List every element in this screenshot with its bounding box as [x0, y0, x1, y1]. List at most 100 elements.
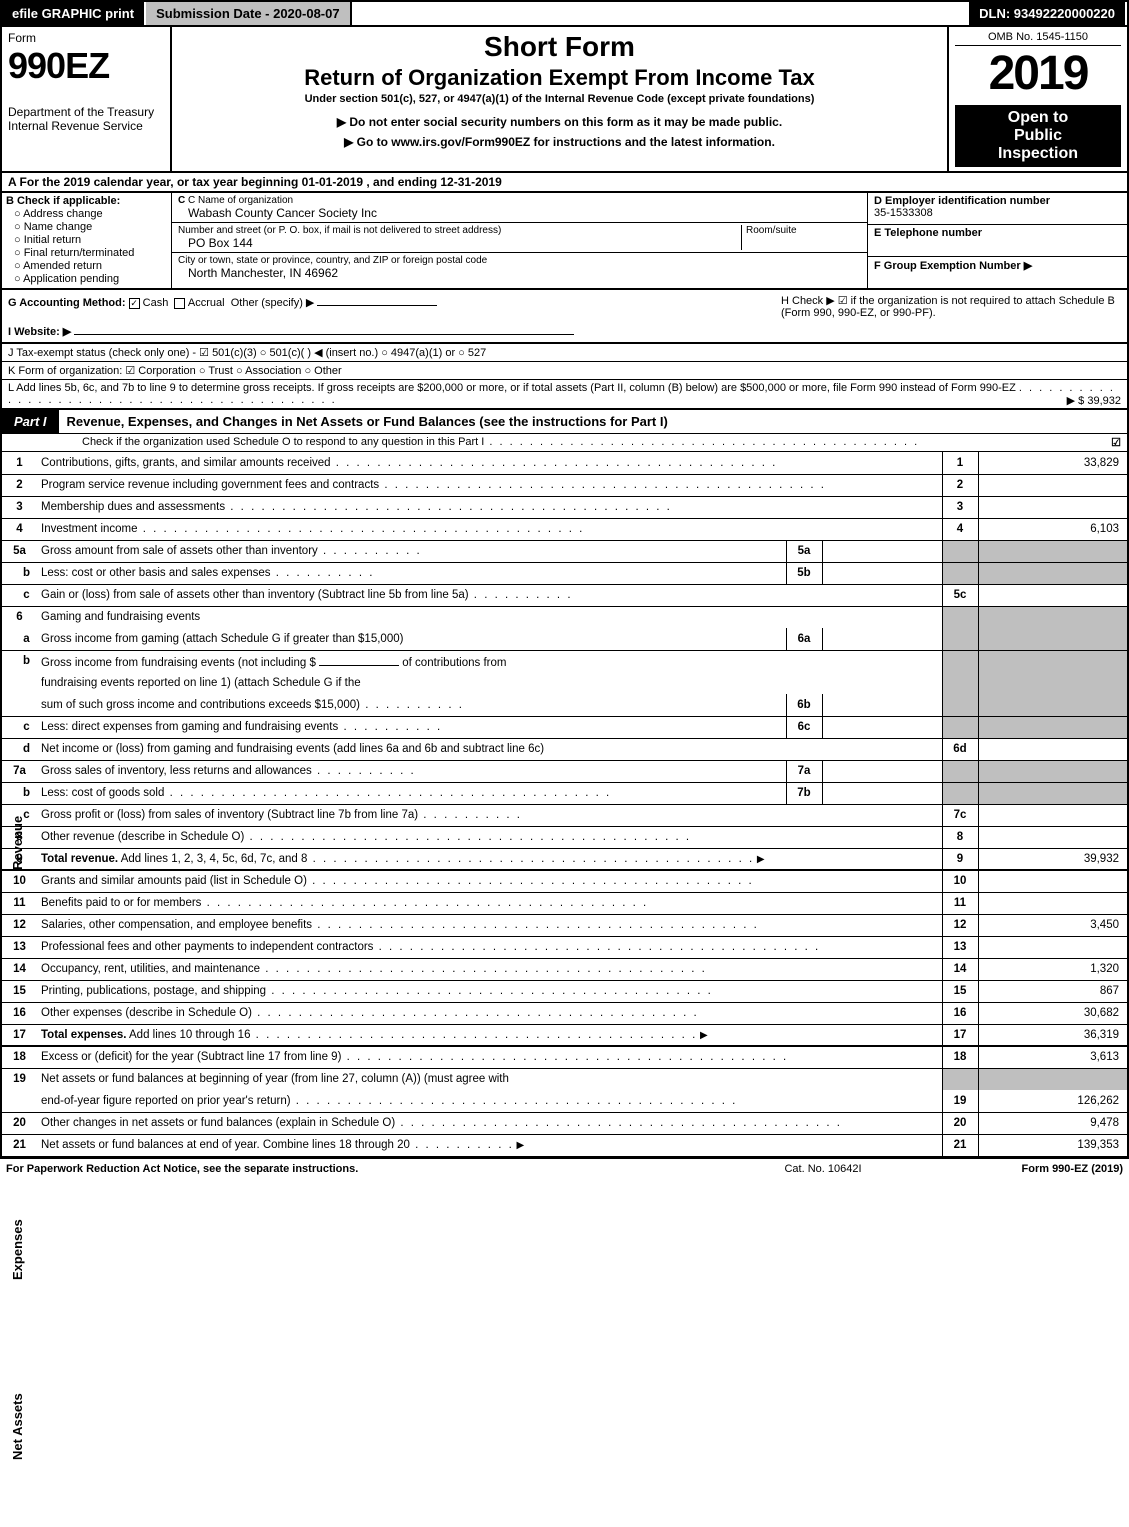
footer-catno: Cat. No. 10642I	[723, 1163, 923, 1175]
dept-treasury: Department of the Treasury	[8, 105, 164, 119]
ein-label: D Employer identification number	[874, 195, 1121, 207]
chk-accrual[interactable]	[174, 298, 185, 309]
website-label: I Website: ▶	[8, 326, 71, 338]
row-gh: G Accounting Method: ✓ Cash Accrual Othe…	[0, 290, 1129, 344]
room-suite-label: Room/suite	[741, 225, 861, 250]
chk-address-change[interactable]: Address change	[14, 208, 167, 220]
line-10: 10 Grants and similar amounts paid (list…	[1, 870, 1128, 892]
section-b: B Check if applicable: Address change Na…	[2, 193, 172, 288]
line-6b-2: fundraising events reported on line 1) (…	[1, 672, 1128, 694]
line-18-val: 3,613	[978, 1046, 1128, 1068]
line-17-val: 36,319	[978, 1024, 1128, 1046]
header-left: Form 990EZ Department of the Treasury In…	[2, 27, 172, 171]
line-20: 20 Other changes in net assets or fund b…	[1, 1112, 1128, 1134]
irs-label: Internal Revenue Service	[8, 119, 164, 133]
line-9-val: 39,932	[978, 848, 1128, 870]
line-19b: end-of-year figure reported on prior yea…	[1, 1090, 1128, 1112]
schedule-b-check: H Check ▶ ☑ if the organization is not r…	[781, 294, 1121, 338]
chk-application-pending[interactable]: Application pending	[14, 273, 167, 285]
goto-link[interactable]: ▶ Go to www.irs.gov/Form990EZ for instru…	[180, 135, 939, 149]
efile-print-button[interactable]: efile GRAPHIC print	[2, 2, 146, 25]
topbar: efile GRAPHIC print Submission Date - 20…	[0, 0, 1129, 25]
line-6d: d Net income or (loss) from gaming and f…	[1, 738, 1128, 760]
line-20-val: 9,478	[978, 1112, 1128, 1134]
short-form-title: Short Form	[180, 31, 939, 63]
line-11: 11 Benefits paid to or for members 11	[1, 892, 1128, 914]
submission-date-label: Submission Date - 2020-08-07	[146, 2, 352, 25]
part1-sub: Check if the organization used Schedule …	[0, 434, 1129, 452]
street-value: PO Box 144	[188, 236, 741, 250]
line-15: 15 Printing, publications, postage, and …	[1, 980, 1128, 1002]
part1-tab: Part I	[2, 410, 59, 433]
chk-cash[interactable]: ✓	[129, 298, 140, 309]
subtitle: Under section 501(c), 527, or 4947(a)(1)…	[180, 93, 939, 105]
line-5b: b Less: cost or other basis and sales ex…	[1, 562, 1128, 584]
line-6a: a Gross income from gaming (attach Sched…	[1, 628, 1128, 650]
line-16: 16 Other expenses (describe in Schedule …	[1, 1002, 1128, 1024]
telephone-label: E Telephone number	[874, 227, 1121, 239]
omb-number: OMB No. 1545-1150	[955, 31, 1121, 46]
part1-checkbox[interactable]: ☑	[1111, 436, 1121, 449]
line-13: 13 Professional fees and other payments …	[1, 936, 1128, 958]
identity-block: B Check if applicable: Address change Na…	[0, 193, 1129, 290]
part1-title: Revenue, Expenses, and Changes in Net As…	[59, 412, 1127, 431]
line-4: 4 Investment income 4 6,103	[1, 518, 1128, 540]
dln-label: DLN: 93492220000220	[969, 2, 1127, 25]
part1-header: Part I Revenue, Expenses, and Changes in…	[0, 410, 1129, 434]
line-5a: 5a Gross amount from sale of assets othe…	[1, 540, 1128, 562]
line-19-val: 126,262	[978, 1090, 1128, 1112]
row-k-org-form: K Form of organization: ☑ Corporation ○ …	[0, 362, 1129, 380]
line-5c: c Gain or (loss) from sale of assets oth…	[1, 584, 1128, 606]
line-21-val: 139,353	[978, 1134, 1128, 1156]
line-8: 8 Other revenue (describe in Schedule O)…	[1, 826, 1128, 848]
line-6b-3: sum of such gross income and contributio…	[1, 694, 1128, 716]
line-14: 14 Occupancy, rent, utilities, and maint…	[1, 958, 1128, 980]
chk-final-return[interactable]: Final return/terminated	[14, 247, 167, 259]
line-1: 1 Contributions, gifts, grants, and simi…	[1, 452, 1128, 474]
line-9: 9 Total revenue. Total revenue. Add line…	[1, 848, 1128, 870]
form-number: 990EZ	[8, 45, 164, 87]
header-center: Short Form Return of Organization Exempt…	[172, 27, 947, 171]
accounting-method: G Accounting Method: ✓ Cash Accrual Othe…	[8, 294, 781, 338]
org-name-value: Wabash County Cancer Society Inc	[188, 206, 377, 220]
open-public-inspection: Open to Public Inspection	[955, 105, 1121, 167]
line-4-val: 6,103	[978, 518, 1128, 540]
gross-receipts-amount: ▶ $ 39,932	[1067, 394, 1121, 407]
chk-name-change[interactable]: Name change	[14, 221, 167, 233]
line-15-val: 867	[978, 980, 1128, 1002]
side-label-revenue: Revenue	[10, 816, 25, 870]
line-21: 21 Net assets or fund balances at end of…	[1, 1134, 1128, 1156]
chk-initial-return[interactable]: Initial return	[14, 234, 167, 246]
form-word: Form	[8, 31, 164, 45]
lines-table: 1 Contributions, gifts, grants, and simi…	[0, 452, 1129, 1157]
org-name-label: C C Name of organization	[178, 195, 377, 206]
line-7c: c Gross profit or (loss) from sales of i…	[1, 804, 1128, 826]
line-2: 2 Program service revenue including gove…	[1, 474, 1128, 496]
ein-value: 35-1533308	[874, 207, 1121, 219]
section-c: C C Name of organization Wabash County C…	[172, 193, 867, 288]
city-label: City or town, state or province, country…	[178, 255, 487, 266]
footer-paperwork: For Paperwork Reduction Act Notice, see …	[6, 1163, 723, 1175]
row-l-gross-receipts: L Add lines 5b, 6c, and 7b to line 9 to …	[0, 380, 1129, 410]
line-16-val: 30,682	[978, 1002, 1128, 1024]
line-7a: 7a Gross sales of inventory, less return…	[1, 760, 1128, 782]
form-header: Form 990EZ Department of the Treasury In…	[0, 25, 1129, 173]
chk-amended-return[interactable]: Amended return	[14, 260, 167, 272]
line-12-val: 3,450	[978, 914, 1128, 936]
city-value: North Manchester, IN 46962	[188, 266, 487, 280]
section-def: D Employer identification number 35-1533…	[867, 193, 1127, 288]
ssn-warning: ▶ Do not enter social security numbers o…	[180, 115, 939, 129]
footer-formref: Form 990-EZ (2019)	[923, 1163, 1123, 1175]
tax-year: 2019	[955, 46, 1121, 101]
line-3: 3 Membership dues and assessments 3	[1, 496, 1128, 518]
line-17: 17 Total expenses. Add lines 10 through …	[1, 1024, 1128, 1046]
main-title: Return of Organization Exempt From Incom…	[180, 65, 939, 91]
line-14-val: 1,320	[978, 958, 1128, 980]
line-6c: c Less: direct expenses from gaming and …	[1, 716, 1128, 738]
line-6b-1: b Gross income from fundraising events (…	[1, 650, 1128, 672]
street-label: Number and street (or P. O. box, if mail…	[178, 225, 741, 236]
line-6: 6 Gaming and fundraising events	[1, 606, 1128, 628]
line-6b-contrib-text: of contributions from	[402, 657, 506, 669]
side-label-net-assets: Net Assets	[10, 1393, 25, 1460]
page-footer: For Paperwork Reduction Act Notice, see …	[0, 1157, 1129, 1179]
